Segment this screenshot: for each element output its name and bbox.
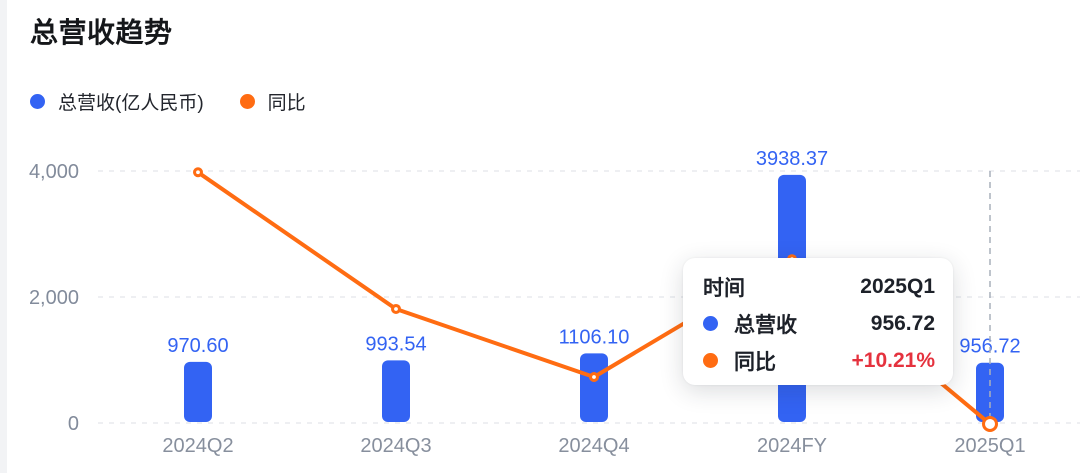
bar-2024Q2[interactable] xyxy=(184,361,212,422)
yoy-marker-hole xyxy=(196,170,200,175)
y-axis-tick-label: 2,000 xyxy=(29,287,79,309)
bar-2024Q3[interactable] xyxy=(382,360,410,422)
tooltip-time-label: 时间 xyxy=(703,276,745,300)
yoy-marker-hover-2025Q1[interactable] xyxy=(982,415,998,432)
tooltip-time-value: 2025Q1 xyxy=(860,274,935,298)
page-background-strip xyxy=(0,0,7,473)
tooltip-yoy-label: 同比 xyxy=(734,350,776,374)
yoy-legend-dot-icon xyxy=(239,94,255,109)
tooltip-header-row: 时间 2025Q1 xyxy=(703,270,935,303)
page-title: 总营收趋势 xyxy=(30,17,173,48)
legend-item-label: 同比 xyxy=(267,93,306,114)
yoy-marker-hole xyxy=(592,375,596,379)
x-axis-label: 2025Q1 xyxy=(954,435,1025,457)
revenue-legend-dot-icon xyxy=(30,94,45,109)
chart-tooltip: 时间 2025Q1 总营收 956.72 同比 +10.21% xyxy=(683,258,953,385)
y-axis-tick-label: 0 xyxy=(68,413,79,435)
revenue-dot-icon xyxy=(703,316,718,331)
bar-2024Q4[interactable] xyxy=(580,353,608,422)
bar-value-label: 993.54 xyxy=(365,333,426,355)
y-axis-tick-label: 4,000 xyxy=(29,161,79,183)
tooltip-yoy-row: 同比 +10.21% xyxy=(703,344,935,377)
yoy-marker-hole xyxy=(394,307,398,311)
x-axis-label: 2024FY xyxy=(757,435,827,457)
yoy-dot-icon xyxy=(703,353,718,368)
tooltip-revenue-label: 总营收 xyxy=(734,313,797,337)
tooltip-revenue-row: 总营收 956.72 xyxy=(703,307,935,340)
bar-value-label: 956.72 xyxy=(959,336,1020,358)
tooltip-yoy-value: +10.21% xyxy=(851,348,936,372)
x-axis-label: 2024Q3 xyxy=(360,435,431,457)
bar-value-label: 3938.37 xyxy=(756,148,828,170)
tooltip-revenue-value: 956.72 xyxy=(870,311,935,335)
x-axis-label: 2024Q2 xyxy=(162,435,233,457)
x-axis-label: 2024Q4 xyxy=(558,435,629,457)
chart-legend: 总营收(亿人民币) 同比 xyxy=(30,88,306,115)
legend-item-label: 总营收(亿人民币) xyxy=(58,93,204,114)
bar-value-label: 1106.10 xyxy=(559,326,630,348)
bar-value-label: 970.60 xyxy=(167,335,228,357)
legend-item-yoy[interactable]: 同比 xyxy=(239,88,306,115)
legend-item-revenue[interactable]: 总营收(亿人民币) xyxy=(30,88,204,115)
